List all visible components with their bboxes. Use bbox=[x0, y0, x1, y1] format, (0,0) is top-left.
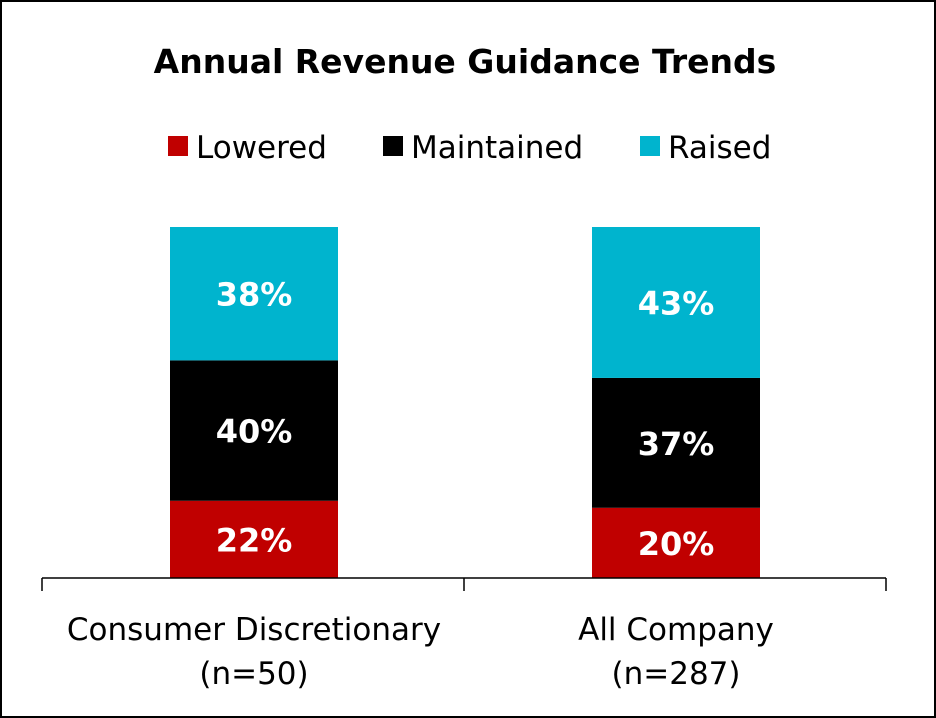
legend: Lowered Maintained Raised bbox=[168, 130, 771, 166]
legend-swatch-lowered bbox=[168, 136, 188, 156]
bar-segment-lowered bbox=[592, 507, 760, 578]
data-label: 40% bbox=[216, 413, 293, 451]
x-tick-label: (n=287) bbox=[612, 656, 741, 692]
chart-title: Annual Revenue Guidance Trends bbox=[154, 42, 777, 81]
bar-segment-maintained bbox=[592, 377, 760, 508]
bars: 22% 40% 38% 20% 37% 43% bbox=[170, 227, 760, 578]
data-label: 20% bbox=[638, 525, 715, 563]
x-axis: Consumer Discretionary (n=50) All Company (… bbox=[41, 577, 887, 692]
bar-segment-raised bbox=[170, 227, 338, 361]
legend-label-maintained: Maintained bbox=[411, 130, 583, 166]
bar-segment-maintained bbox=[170, 360, 338, 501]
x-tick-label: Consumer Discretionary bbox=[67, 612, 441, 648]
x-tick-label: All Company bbox=[578, 612, 774, 648]
legend-swatch-raised bbox=[640, 136, 660, 156]
data-label: 37% bbox=[638, 425, 715, 463]
legend-label-lowered: Lowered bbox=[196, 130, 327, 166]
legend-label-raised: Raised bbox=[668, 130, 771, 166]
data-label: 43% bbox=[638, 284, 715, 322]
data-label: 38% bbox=[216, 276, 293, 314]
data-label: 22% bbox=[216, 521, 293, 559]
bar-segment-lowered bbox=[170, 500, 338, 578]
bar-segment-raised bbox=[592, 227, 760, 378]
x-tick-label: (n=50) bbox=[199, 656, 308, 692]
legend-swatch-maintained bbox=[383, 136, 403, 156]
